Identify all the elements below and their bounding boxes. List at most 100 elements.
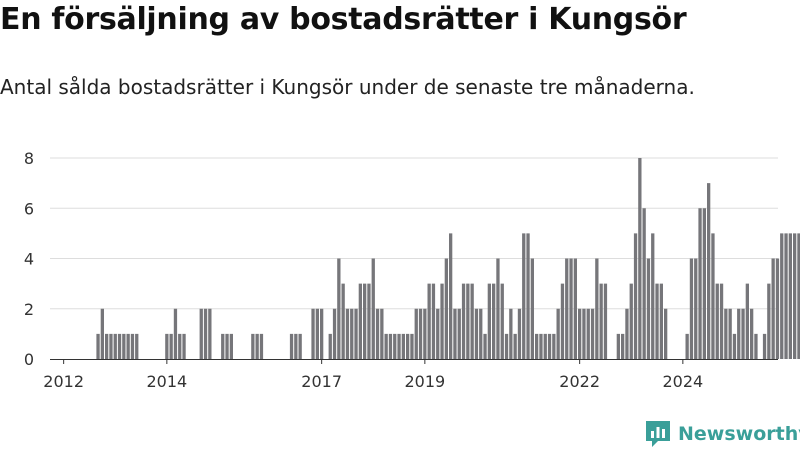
y-tick-label: 2 (24, 300, 34, 319)
bar (122, 333, 126, 359)
x-axis-ticks: 2012 2014 2017 2019 2022 2024 (43, 359, 778, 391)
bar (401, 333, 405, 359)
bar (436, 308, 440, 359)
bar (109, 333, 113, 359)
bar (393, 333, 397, 359)
bar (375, 308, 380, 359)
bar (384, 333, 388, 359)
bar (298, 333, 302, 359)
y-tick-label: 4 (24, 250, 34, 269)
bar (466, 283, 470, 359)
bar (337, 258, 341, 359)
bar (539, 333, 543, 359)
bar (513, 333, 517, 359)
bar (341, 283, 345, 359)
bar (311, 308, 315, 359)
x-tick-label: 2019 (404, 372, 445, 391)
bar (380, 308, 384, 359)
bar (694, 258, 698, 359)
bar (332, 308, 337, 359)
bar (569, 258, 573, 359)
bar (560, 283, 565, 359)
bar (625, 308, 629, 359)
bar (289, 333, 294, 359)
bar (573, 258, 577, 359)
bar (728, 308, 732, 359)
bar (117, 333, 122, 359)
bar (130, 333, 135, 359)
bar (487, 283, 491, 359)
y-tick-label: 0 (24, 350, 34, 369)
bar (530, 258, 534, 359)
bar (208, 308, 212, 359)
bar (522, 233, 526, 359)
bar (449, 233, 453, 359)
bar (358, 283, 362, 359)
bar (169, 333, 173, 359)
bar (126, 333, 130, 359)
bar (345, 308, 350, 359)
bar (457, 308, 461, 359)
bar (492, 283, 496, 359)
bar (793, 233, 797, 359)
bar (552, 333, 556, 359)
bar (780, 233, 784, 359)
bar (724, 308, 728, 359)
bar (711, 233, 715, 359)
bar (178, 333, 182, 359)
bar (328, 333, 332, 359)
bar (616, 333, 620, 359)
bar (363, 283, 367, 359)
bar (603, 283, 608, 359)
bar (229, 333, 233, 359)
bar (100, 308, 104, 359)
gridlines (50, 157, 778, 310)
bar (165, 333, 169, 359)
bar (788, 233, 792, 359)
bar (470, 283, 474, 359)
bar (96, 333, 100, 359)
bar (655, 283, 659, 359)
bar (354, 308, 358, 359)
newsworthy-logo-text: Newsworthy (678, 423, 800, 445)
bar (251, 333, 255, 359)
y-tick-label: 8 (24, 149, 34, 168)
bar (732, 333, 737, 359)
bar (741, 308, 745, 359)
bar (750, 308, 754, 359)
bar (745, 283, 749, 359)
bar (320, 308, 324, 359)
bar (517, 308, 522, 359)
bar (294, 333, 298, 359)
bar (707, 183, 711, 359)
bar (702, 208, 706, 359)
bar (367, 283, 371, 359)
x-tick-label: 2024 (662, 372, 703, 391)
bar (135, 333, 139, 359)
bar (461, 283, 466, 359)
newsworthy-logo-icon (646, 421, 670, 447)
bar (350, 308, 354, 359)
bar (797, 233, 800, 359)
bar (578, 308, 582, 359)
bar (509, 308, 513, 359)
bar (565, 258, 569, 359)
y-tick-label: 6 (24, 199, 34, 218)
bar (556, 308, 560, 359)
bar (259, 333, 264, 359)
bars: 1 (96, 158, 800, 359)
x-tick-label: 2012 (43, 372, 84, 391)
bar (762, 333, 767, 359)
chart-subtitle: Antal sålda bostadsrätter i Kungsör unde… (0, 75, 695, 99)
bar (444, 258, 448, 359)
bar (474, 308, 479, 359)
bar (500, 283, 504, 359)
bar (526, 233, 530, 359)
bar (504, 333, 509, 359)
bar (414, 308, 418, 359)
bar (651, 233, 655, 359)
bar (543, 333, 547, 359)
bar (642, 208, 646, 359)
bar (255, 333, 259, 359)
